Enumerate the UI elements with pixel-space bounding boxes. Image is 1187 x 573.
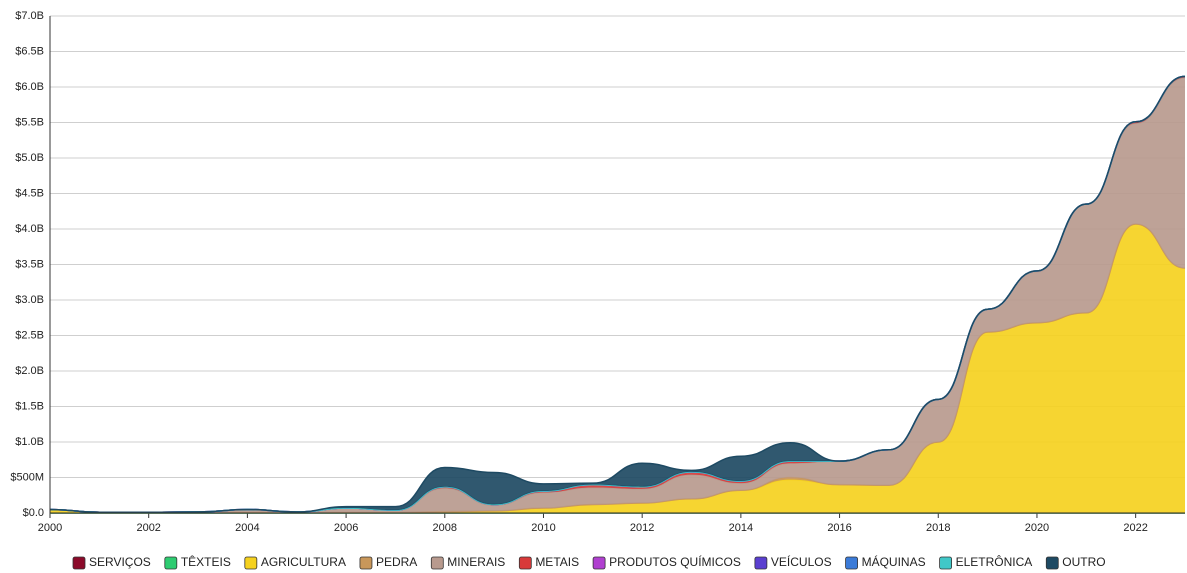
legend-swatch [244,556,258,570]
x-tick-label: 2004 [235,522,259,534]
y-tick-label: $4.0B [15,223,44,235]
legend-label: VEÍCULOS [771,554,832,569]
legend-label: OUTRO [1062,555,1105,569]
x-tick-label: 2016 [827,522,851,534]
x-tick-label: 2000 [38,522,62,534]
y-tick-label: $2.5B [15,329,44,341]
x-tick-label: 2018 [926,522,950,534]
legend-label: PRODUTOS QUÍMICOS [609,554,741,569]
legend-label: MÁQUINAS [862,554,926,569]
y-tick-label: $6.0B [15,81,44,93]
x-tick-label: 2010 [531,522,555,534]
legend-swatch [1045,556,1059,570]
legend-swatch [754,556,768,570]
y-tick-label: $2.0B [15,365,44,377]
area [50,224,1185,513]
x-tick-label: 2022 [1123,522,1147,534]
x-tick-label: 2008 [433,522,457,534]
y-tick-label: $4.5B [15,187,44,199]
legend-swatch [845,556,858,570]
y-tick-label: $500M [10,471,44,483]
legend-swatch [592,556,606,570]
y-tick-label: $5.0B [15,152,44,164]
y-tick-label: $1.0B [15,436,44,448]
legend-label: TÊXTEIS [181,554,231,569]
legend-swatch [430,556,444,570]
legend-swatch [359,556,373,570]
x-tick-label: 2014 [729,522,753,534]
legend-label: AGRICULTURA [261,555,346,569]
x-tick-label: 2020 [1025,522,1049,534]
legend-swatch [939,556,952,570]
y-tick-label: $5.5B [15,116,44,128]
y-tick-label: $0.0 [23,507,44,519]
y-tick-label: $7.0B [15,10,44,22]
legend-swatch [164,556,178,570]
y-tick-label: $1.5B [15,400,44,412]
legend-swatch [518,556,532,570]
x-tick-label: 2002 [136,522,160,534]
x-tick-label: 2006 [334,522,358,534]
y-tick-label: $3.5B [15,258,44,270]
legend-swatch [72,556,86,570]
area-edge [49,75,1186,514]
y-tick-label: $3.0B [15,294,44,306]
legend-label: METAIS [535,555,579,569]
legend-label: MINERAIS [447,555,505,569]
y-tick-label: $6.5B [15,45,44,57]
legend-label: ELETRÔNICA [956,554,1033,569]
x-tick-label: 2012 [630,522,654,534]
legend-label: SERVIÇOS [89,555,151,569]
legend-label: PEDRA [376,555,417,569]
